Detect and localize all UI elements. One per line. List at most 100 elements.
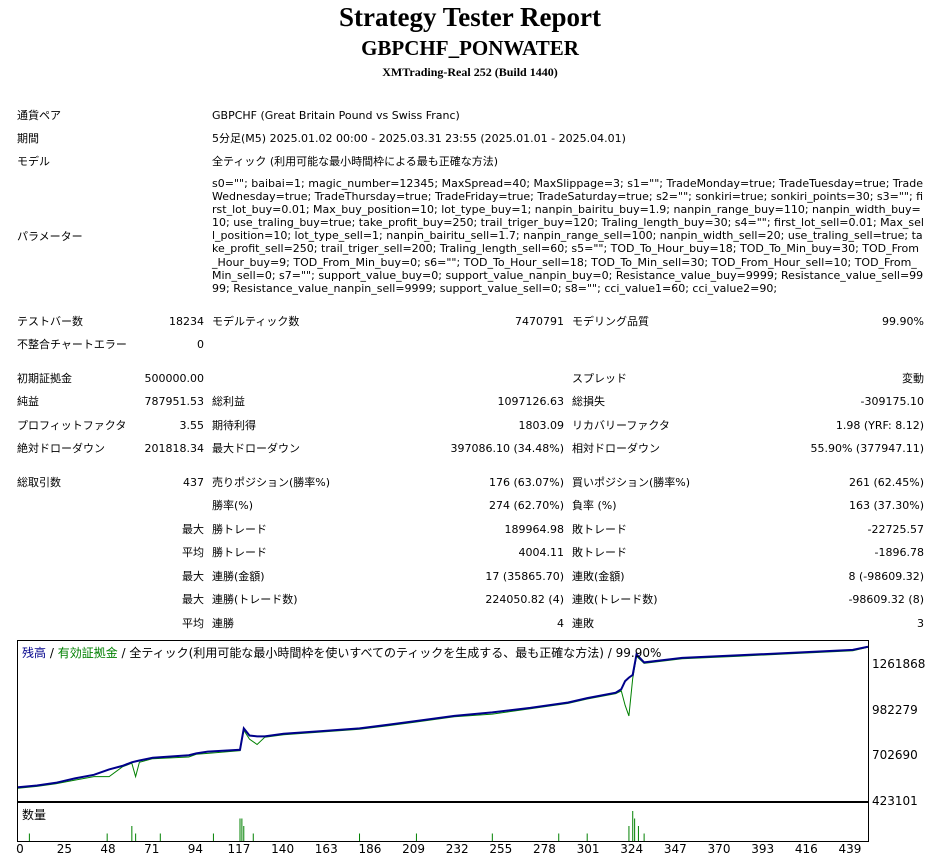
max-cons-loss-cnt-value: -98609.32 (8)	[848, 593, 924, 606]
x-tick-label: 347	[663, 842, 687, 856]
qualifier-avg: 平均	[182, 546, 204, 559]
model-value: 全ティック (利用可能な最小時間枠による最も正確な方法)	[212, 155, 499, 168]
pair-label: 通貨ペア	[17, 109, 61, 122]
equity-chart-svg	[18, 645, 868, 789]
largest-loss-value: -22725.57	[867, 523, 924, 536]
x-tick-label: 209	[402, 842, 425, 856]
deposit-label: 初期証拠金	[17, 372, 72, 385]
ticks-value: 7470791	[515, 315, 564, 328]
period-label: 期間	[17, 132, 39, 145]
rel-dd-value: 55.90% (377947.11)	[810, 442, 924, 455]
y-tick-label: 702690	[872, 748, 918, 762]
report-title: Strategy Tester Report	[339, 2, 601, 32]
x-tick-label: 301	[576, 842, 600, 856]
winrate-label: 勝率(%)	[212, 499, 254, 512]
ticks-label: モデルティック数	[212, 315, 300, 328]
avg-win-value: 4004.11	[518, 546, 565, 559]
mismatch-value: 0	[197, 338, 204, 351]
total-trades-value: 437	[183, 476, 204, 489]
balance-line	[18, 645, 868, 789]
params-label: パラメーター	[17, 230, 83, 243]
equity-chart: 残高 / 有効証拠金 / 全ティック(利用可能な最小時間枠を使いすべてのティック…	[17, 640, 869, 802]
recovery-value: 1.98 (YRF: 8.12)	[835, 419, 924, 432]
gross-profit-label: 総利益	[212, 395, 245, 408]
y-tick-label: 1261868	[872, 657, 926, 671]
quality-label: モデリング品質	[572, 315, 649, 328]
pf-label: プロフィットファクタ	[17, 419, 127, 432]
x-tick-label: 186	[358, 842, 382, 856]
legend-equity: 有効証拠金	[57, 646, 118, 660]
pf-value: 3.55	[179, 419, 205, 432]
legend-description: 全ティック(利用可能な最小時間枠を使いすべてのティックを生成する、最も正確な方法…	[129, 646, 662, 660]
pair-value: GBPCHF (Great Britain Pound vs Swiss Fra…	[212, 109, 460, 122]
volume-label: 数量	[22, 808, 47, 822]
avg-win-label: 勝トレード	[212, 546, 267, 559]
avg-cons-loss-label: 連敗	[572, 617, 594, 630]
largest-loss-label: 敗トレード	[572, 523, 627, 536]
avg-loss-label: 敗トレード	[572, 546, 627, 559]
x-tick-label: 232	[445, 842, 469, 856]
avg-cons-loss-value: 3	[917, 617, 924, 630]
short-label: 売りポジション(勝率%)	[212, 476, 331, 489]
qualifier-max: 最大	[182, 523, 204, 536]
max-cons-win-cnt-label: 連勝(トレード数)	[212, 593, 298, 606]
gross-loss-label: 総損失	[572, 395, 605, 408]
volume-chart: 数量	[17, 802, 869, 842]
total-trades-label: 総取引数	[17, 476, 61, 489]
x-tick-label: 255	[489, 842, 513, 856]
short-value: 176 (63.07%)	[488, 476, 564, 489]
long-label: 買いポジション(勝率%)	[572, 476, 691, 489]
x-tick-label: 324	[620, 842, 644, 856]
x-tick-label: 48	[100, 842, 116, 856]
bars-label: テストバー数	[17, 315, 83, 328]
x-tick-label: 393	[751, 842, 775, 856]
max-cons-win-amt-value: 17 (35865.70)	[485, 570, 564, 583]
qualifier-max: 最大	[182, 593, 204, 606]
long-value: 261 (62.45%)	[848, 476, 924, 489]
x-tick-label: 163	[314, 842, 338, 856]
qualifier-avg: 平均	[182, 617, 204, 630]
model-label: モデル	[17, 155, 50, 168]
report-build: XMTrading-Real 252 (Build 1440)	[382, 65, 558, 79]
spread-label: スプレッド	[572, 372, 627, 385]
gross-loss-value: -309175.10	[860, 395, 924, 408]
chart-legend: 残高 / 有効証拠金 / 全ティック(利用可能な最小時間枠を使いすべてのティック…	[22, 644, 661, 661]
recovery-label: リカバリーファクタ	[572, 419, 670, 432]
max-cons-loss-amt-value: 8 (-98609.32)	[848, 570, 924, 583]
deposit-value: 500000.00	[144, 372, 205, 385]
abs-dd-value: 201818.34	[144, 442, 205, 455]
x-tick-label: 278	[533, 842, 556, 856]
x-tick-label: 140	[271, 842, 295, 856]
max-dd-value: 397086.10 (34.48%)	[450, 442, 564, 455]
avg-loss-value: -1896.78	[874, 546, 924, 559]
max-cons-win-cnt-value: 224050.82 (4)	[485, 593, 564, 606]
x-tick-label: 0	[16, 842, 24, 856]
payoff-label: 期待利得	[212, 419, 256, 432]
y-tick-label: 982279	[872, 703, 918, 717]
net-label: 純益	[17, 395, 39, 408]
legend-balance: 残高	[22, 646, 47, 660]
x-tick-label: 370	[707, 842, 731, 856]
lossrate-value: 163 (37.30%)	[848, 499, 924, 512]
gross-profit-value: 1097126.63	[497, 395, 564, 408]
period-value: 5分足(M5) 2025.01.02 00:00 - 2025.03.31 23…	[212, 132, 626, 145]
y-tick-label: 423101	[872, 794, 918, 808]
volume-chart-svg	[28, 811, 645, 841]
report-symbol: GBPCHF_PONWATER	[361, 36, 579, 60]
abs-dd-label: 絶対ドローダウン	[17, 442, 105, 455]
bars-value: 18234	[169, 315, 204, 328]
max-cons-loss-cnt-label: 連敗(トレード数)	[572, 593, 658, 606]
largest-win-value: 189964.98	[504, 523, 565, 536]
x-tick-label: 416	[794, 842, 818, 856]
qualifier-max: 最大	[182, 570, 204, 583]
max-dd-label: 最大ドローダウン	[212, 442, 300, 455]
x-tick-label: 94	[187, 842, 203, 856]
lossrate-label: 負率 (%)	[572, 499, 617, 512]
avg-cons-win-label: 連勝	[212, 617, 234, 630]
legend-separator: /	[46, 646, 58, 660]
params-value: s0=""; baibai=1; magic_number=12345; Max…	[212, 177, 924, 295]
rel-dd-label: 相対ドローダウン	[572, 442, 660, 455]
avg-cons-win-value: 4	[557, 617, 564, 630]
mismatch-label: 不整合チャートエラー	[17, 338, 127, 351]
x-tick-label: 439	[838, 842, 862, 856]
